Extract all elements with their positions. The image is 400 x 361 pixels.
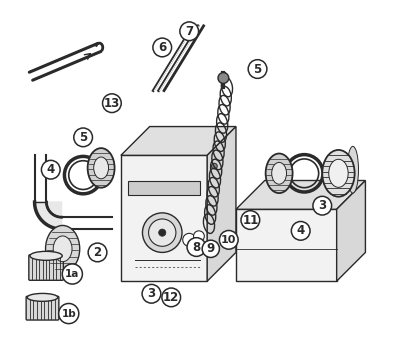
- Polygon shape: [236, 209, 337, 281]
- Text: 4: 4: [296, 224, 305, 237]
- Text: 11: 11: [242, 214, 258, 227]
- Ellipse shape: [30, 251, 62, 260]
- Text: 5: 5: [79, 131, 87, 144]
- Polygon shape: [34, 202, 62, 229]
- Ellipse shape: [329, 159, 348, 187]
- Text: 3: 3: [318, 199, 326, 212]
- Text: 2: 2: [94, 246, 102, 259]
- Text: 13: 13: [104, 97, 120, 110]
- Ellipse shape: [88, 148, 114, 188]
- Circle shape: [159, 229, 166, 236]
- Circle shape: [74, 128, 92, 147]
- Polygon shape: [337, 180, 366, 281]
- Text: 4: 4: [47, 163, 55, 176]
- Text: 12: 12: [163, 291, 179, 304]
- Ellipse shape: [322, 150, 355, 197]
- Polygon shape: [121, 127, 236, 155]
- Ellipse shape: [272, 162, 286, 184]
- Circle shape: [241, 211, 260, 229]
- Polygon shape: [128, 180, 200, 195]
- Circle shape: [212, 163, 217, 169]
- Text: 5: 5: [254, 62, 262, 75]
- Text: 9: 9: [207, 242, 215, 255]
- Circle shape: [148, 219, 176, 246]
- Circle shape: [88, 243, 107, 262]
- Circle shape: [183, 233, 196, 246]
- FancyBboxPatch shape: [26, 296, 59, 320]
- Circle shape: [59, 304, 79, 323]
- Text: 3: 3: [147, 287, 156, 300]
- Circle shape: [180, 22, 198, 40]
- Text: 10: 10: [221, 235, 236, 245]
- Ellipse shape: [94, 157, 108, 179]
- Circle shape: [187, 238, 206, 256]
- Circle shape: [248, 60, 267, 78]
- Text: 7: 7: [185, 25, 193, 38]
- Text: 1b: 1b: [61, 309, 76, 318]
- Polygon shape: [236, 180, 366, 209]
- Text: 1a: 1a: [65, 269, 80, 279]
- Ellipse shape: [27, 293, 58, 301]
- Polygon shape: [207, 127, 236, 281]
- Circle shape: [62, 264, 82, 284]
- Circle shape: [42, 160, 60, 179]
- Circle shape: [218, 73, 229, 83]
- Circle shape: [194, 231, 204, 242]
- Circle shape: [102, 94, 121, 113]
- Circle shape: [291, 222, 310, 240]
- Ellipse shape: [347, 146, 358, 193]
- Circle shape: [313, 196, 332, 215]
- Circle shape: [202, 240, 220, 257]
- Text: 6: 6: [158, 41, 166, 54]
- Circle shape: [153, 38, 172, 57]
- Circle shape: [162, 288, 180, 307]
- Circle shape: [220, 230, 238, 249]
- Ellipse shape: [46, 226, 80, 272]
- Polygon shape: [121, 155, 207, 281]
- Text: 8: 8: [192, 240, 200, 253]
- Ellipse shape: [53, 236, 72, 262]
- FancyBboxPatch shape: [29, 255, 63, 280]
- Ellipse shape: [266, 153, 292, 193]
- Circle shape: [142, 284, 161, 303]
- Circle shape: [142, 213, 182, 252]
